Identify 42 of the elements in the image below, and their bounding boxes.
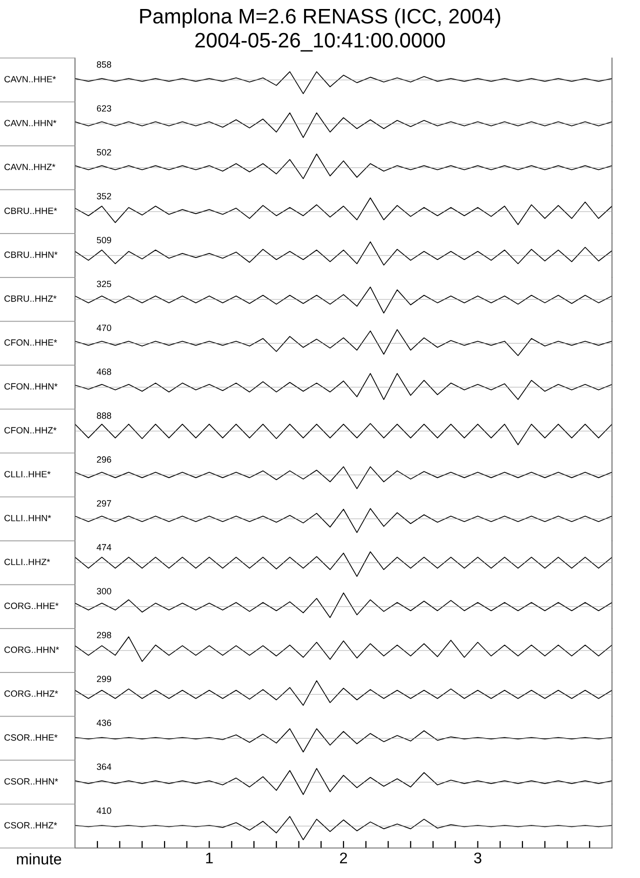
- chart-subtitle: 2004-05-26_10:41:00.0000: [195, 32, 445, 52]
- annotation: 325: [96, 280, 112, 288]
- y-axis-title: CORG..HHZ*: [4, 690, 58, 697]
- annotation: 298: [96, 632, 112, 638]
- annotation: 470: [96, 324, 112, 332]
- text: 858: [96, 61, 112, 68]
- y-axis-title: CAVN..HHE*: [4, 76, 56, 82]
- x-tick-label: 3: [474, 852, 482, 864]
- text: 296: [96, 456, 112, 463]
- y-axis-title: CSOR..HHE*: [4, 734, 58, 741]
- x-tick-label: 2: [340, 852, 347, 864]
- y-axis-title: CSOR..HHZ*: [4, 822, 58, 828]
- annotation: 352: [96, 192, 112, 200]
- y-axis-title: CORG..HHE*: [4, 602, 59, 610]
- annotation: 509: [96, 236, 112, 244]
- y-axis-title: CFON..HHZ*: [4, 427, 57, 434]
- y-axis-title: CORG..HHN*: [4, 646, 60, 653]
- y-axis-title: CBRU..HHN*: [4, 252, 58, 258]
- y-axis-title: CSOR..HHN*: [4, 778, 58, 785]
- text: 474: [96, 544, 112, 550]
- y-axis-title: CLLI..HHE*: [4, 470, 51, 478]
- y-axis-title: CAVN..HHN*: [4, 120, 56, 126]
- text: 436: [96, 720, 112, 726]
- annotation: 502: [96, 149, 112, 156]
- y-axis-title: CLLI..HHZ*: [4, 558, 50, 566]
- chart-title: Pamplona M=2.6 RENASS (ICC, 2004): [140, 8, 500, 28]
- y-axis-title: CFON..HHE*: [4, 339, 58, 346]
- text: 888: [96, 412, 112, 419]
- y-axis-title: CBRU..HHZ*: [4, 295, 57, 302]
- x-tick-label: 1: [206, 852, 213, 864]
- text: 410: [96, 807, 112, 814]
- annotation: 468: [96, 368, 112, 375]
- annotation: 300: [96, 588, 112, 594]
- y-axis-title: CFON..HHN*: [4, 383, 58, 390]
- annotation: 299: [96, 676, 112, 682]
- text: 623: [96, 105, 112, 112]
- annotation: 364: [96, 764, 112, 770]
- y-axis-title: CLLI..HHN*: [4, 514, 52, 522]
- y-axis-title: CBRU..HHE*: [4, 208, 58, 214]
- y-axis-title: CAVN..HHZ*: [4, 164, 56, 170]
- text: 297: [96, 500, 112, 507]
- x-axis-title: minute: [17, 853, 62, 864]
